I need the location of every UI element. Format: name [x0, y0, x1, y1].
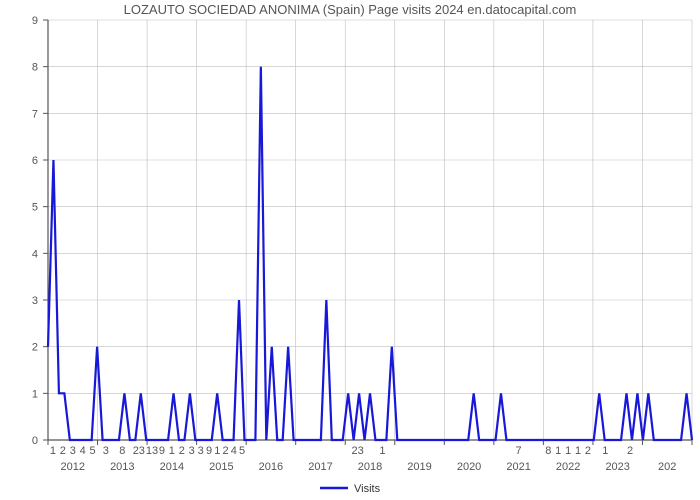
x-year-label: 2016 — [259, 461, 283, 473]
x-minor-label: 23 — [351, 445, 363, 457]
x-minor-label: 1 — [565, 445, 571, 457]
line-chart: LOZAUTO SOCIEDAD ANONIMA (Spain) Page vi… — [0, 0, 700, 500]
x-minor-label: 7 — [516, 445, 522, 457]
x-minor-label: 3 — [70, 445, 76, 457]
x-minor-label: 3 — [103, 445, 109, 457]
x-minor-label: 1 — [50, 445, 56, 457]
x-year-label: 202 — [658, 461, 676, 473]
x-minor-label: 9 — [159, 445, 165, 457]
x-minor-label: 1 — [214, 445, 220, 457]
chart-title: LOZAUTO SOCIEDAD ANONIMA (Spain) Page vi… — [124, 2, 577, 17]
x-year-label: 2020 — [457, 461, 481, 473]
x-minor-label: 9 — [206, 445, 212, 457]
x-year-label: 2012 — [61, 461, 85, 473]
x-year-label: 2015 — [209, 461, 233, 473]
x-year-label: 2013 — [110, 461, 134, 473]
x-minor-label: 3 — [189, 445, 195, 457]
x-minor-label: 1 — [555, 445, 561, 457]
x-minor-label: 2 — [585, 445, 591, 457]
x-minor-label: 1 — [379, 445, 385, 457]
x-minor-label: 5 — [90, 445, 96, 457]
y-tick-label: 5 — [32, 202, 38, 214]
x-minor-label: 13 — [146, 445, 158, 457]
y-tick-label: 9 — [32, 15, 38, 27]
x-minor-label: 2 — [60, 445, 66, 457]
x-minor-label: 8 — [545, 445, 551, 457]
x-year-label: 2017 — [308, 461, 332, 473]
x-year-label: 2019 — [407, 461, 431, 473]
x-minor-label: 5 — [239, 445, 245, 457]
y-tick-label: 0 — [32, 435, 38, 447]
y-tick-label: 6 — [32, 155, 38, 167]
y-tick-label: 4 — [32, 248, 38, 260]
x-minor-label: 3 — [198, 445, 204, 457]
y-tick-label: 2 — [32, 342, 38, 354]
x-minor-label: 1 — [602, 445, 608, 457]
y-tick-label: 7 — [32, 108, 38, 120]
x-minor-label: 23 — [133, 445, 145, 457]
x-year-label: 2023 — [605, 461, 629, 473]
x-year-label: 2021 — [506, 461, 530, 473]
x-minor-label: 1 — [169, 445, 175, 457]
y-tick-label: 3 — [32, 295, 38, 307]
y-tick-label: 1 — [32, 388, 38, 400]
legend-label: Visits — [354, 483, 381, 495]
x-minor-label: 4 — [231, 445, 237, 457]
x-year-label: 2018 — [358, 461, 382, 473]
y-tick-label: 8 — [32, 62, 38, 74]
x-minor-label: 8 — [119, 445, 125, 457]
x-minor-label: 1 — [575, 445, 581, 457]
x-year-label: 2014 — [160, 461, 184, 473]
x-year-label: 2022 — [556, 461, 580, 473]
x-minor-label: 4 — [80, 445, 86, 457]
x-minor-label: 2 — [222, 445, 228, 457]
chart-container: LOZAUTO SOCIEDAD ANONIMA (Spain) Page vi… — [0, 0, 700, 500]
x-minor-label: 2 — [627, 445, 633, 457]
x-minor-label: 2 — [179, 445, 185, 457]
